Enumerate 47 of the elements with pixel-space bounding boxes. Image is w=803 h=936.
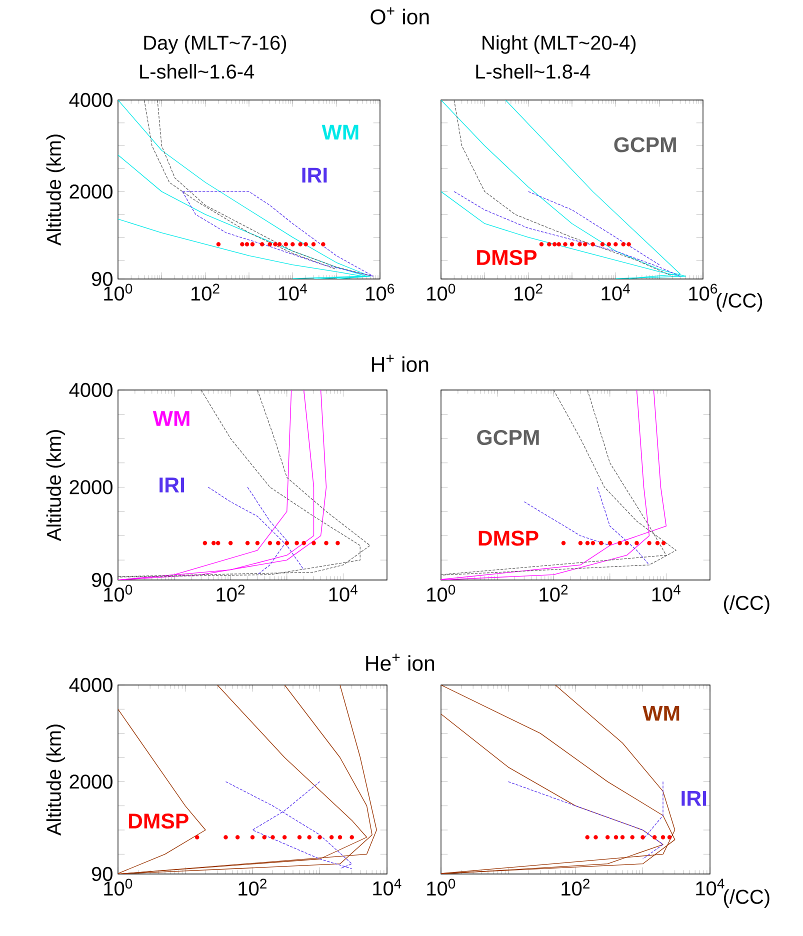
text: L-shell~1.6-4 [140, 64, 254, 79]
chart-subtitle: Night (MLT~20-4) [482, 35, 636, 54]
x-tick-label: 10$^{2}$ [238, 878, 266, 896]
y-tick-label: 2000 [70, 774, 112, 789]
x-tick-label: 10$^{0}$ [427, 878, 456, 896]
text: L-shell~1.8-4 [476, 64, 590, 79]
x-tick-label: 10$^{6}$ [689, 284, 718, 301]
x-axis-title: (/CC) [716, 292, 762, 312]
series-label: IRI [302, 168, 327, 183]
chart-subtitle: Day (MLT~7-16) [144, 35, 286, 54]
x-tick-label: 10$^{2}$ [514, 284, 542, 301]
x-tick-label: 10$^{4}$ [373, 878, 402, 896]
y-axis-title: Altitude (km) [46, 134, 65, 246]
x-tick-label: 10$^{2}$ [192, 284, 220, 301]
x-axis-title: (/CC) [724, 595, 770, 614]
x-axis-title: (/CC) [724, 889, 770, 908]
text: WM [642, 706, 680, 721]
x-tick-label: 10$^{6}$ [366, 284, 394, 301]
text: WM [152, 411, 190, 426]
chart-title: O$^{+}$ ion [370, 7, 429, 24]
y-tick-label: 4000 [69, 678, 112, 692]
y-tick-label: 4000 [69, 382, 112, 398]
x-tick-label: 10$^{4}$ [278, 284, 307, 300]
x-tick-label: 10$^{0}$ [427, 284, 456, 301]
x-tick-label: 10$^{4}$ [329, 584, 358, 602]
x-tick-label: 10$^{4}$ [696, 878, 724, 896]
text: IRI [160, 478, 184, 492]
series-label: DMSP [128, 814, 188, 829]
x-tick-label: 10$^{4}$ [652, 584, 680, 602]
x-tick-label: 10$^{2}$ [216, 584, 245, 602]
text: WM [322, 124, 358, 140]
series-label: IRI [682, 791, 706, 806]
chart-title: H$^{+}$ ion [372, 354, 428, 372]
chart-title: He$^{+}$ ion [366, 654, 434, 671]
y-tick-label: 2000 [70, 184, 112, 199]
series-label: GCPM [477, 430, 539, 446]
series-label: DMSP [478, 530, 538, 546]
y-axis-title: Altitude (km) [46, 430, 65, 542]
x-tick-label: 10$^{4}$ [602, 284, 630, 300]
text: GCPM [614, 137, 676, 152]
x-tick-label: 10$^{0}$ [427, 584, 456, 602]
y-tick-label: 2000 [70, 480, 112, 494]
series-label: DMSP [477, 250, 537, 266]
x-tick-label: 10$^{2}$ [540, 584, 568, 602]
y-axis-title: Altitude (km) [46, 724, 65, 836]
y-tick-label: 4000 [69, 92, 112, 108]
x-tick-label: 10$^{2}$ [562, 878, 590, 896]
